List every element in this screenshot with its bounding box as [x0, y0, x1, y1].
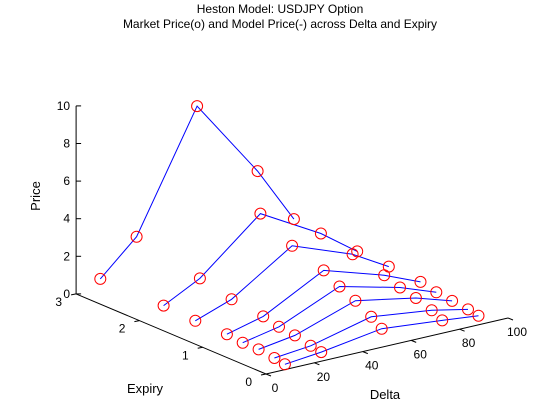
x-tick-mark — [362, 351, 368, 355]
market-markers-layer — [94, 100, 485, 371]
x-tick-mark — [459, 328, 465, 332]
market-price-marker — [288, 329, 301, 342]
market-price-marker — [304, 339, 317, 352]
market-price-marker — [317, 264, 330, 277]
x-axis-label: Delta — [370, 387, 401, 402]
market-price-marker — [193, 272, 206, 285]
market-price-marker — [278, 358, 291, 371]
y-tick-label: 1 — [182, 348, 189, 362]
z-tick-label: 6 — [63, 174, 70, 188]
z-tick-label: 4 — [63, 212, 70, 226]
market-price-marker — [394, 281, 406, 294]
x-tick-label: 20 — [317, 370, 331, 384]
y-tick-mark — [134, 320, 140, 323]
model-price-line — [195, 245, 389, 322]
y-tick-label: 3 — [55, 295, 62, 309]
y-tick-mark — [197, 346, 203, 349]
market-price-marker — [130, 230, 143, 243]
x-tick-label: 40 — [365, 359, 379, 373]
model-price-line — [258, 297, 453, 350]
model-price-line — [99, 105, 295, 280]
x-tick-mark — [314, 362, 320, 366]
market-price-marker — [236, 336, 249, 349]
market-price-marker — [257, 310, 270, 323]
x-tick-label: 0 — [272, 381, 279, 395]
x-tick-label: 80 — [462, 336, 476, 350]
market-price-marker — [286, 239, 299, 252]
market-price-marker — [268, 352, 281, 364]
market-price-marker — [191, 100, 204, 113]
market-price-marker — [273, 320, 285, 333]
y-axis-line — [75, 293, 267, 375]
market-price-marker — [225, 293, 238, 306]
market-price-marker — [333, 280, 346, 293]
x-tick-label: 60 — [414, 347, 428, 361]
x-tick-label: 100 — [507, 325, 527, 339]
market-price-marker — [378, 269, 391, 282]
market-price-marker — [472, 309, 485, 322]
market-price-marker — [349, 294, 362, 307]
market-price-marker — [252, 343, 265, 356]
market-price-marker — [346, 248, 359, 261]
market-price-marker — [94, 272, 107, 285]
z-axis-label: Price — [28, 181, 43, 211]
y-tick-label: 0 — [245, 375, 252, 389]
market-price-marker — [315, 346, 328, 359]
model-price-line — [163, 213, 358, 307]
z-tick-label: 2 — [63, 249, 70, 263]
x-tick-mark — [507, 317, 514, 321]
model-price-line — [274, 308, 469, 359]
x-tick-mark — [265, 373, 272, 377]
y-tick-mark — [260, 373, 267, 376]
z-tick-label: 10 — [57, 99, 71, 113]
model-price-line — [226, 269, 421, 335]
market-price-marker — [365, 310, 378, 323]
market-price-marker — [414, 275, 427, 288]
model-price-line — [284, 315, 479, 365]
z-tick-label: 8 — [63, 137, 70, 151]
market-price-marker — [436, 314, 449, 327]
chart-title: Heston Model: USDJPY Option — [196, 2, 364, 16]
market-price-marker — [287, 213, 300, 226]
chart-subtitle: Market Price(o) and Model Price(-) acros… — [122, 17, 438, 31]
market-price-marker — [409, 292, 422, 304]
y-tick-label: 2 — [119, 322, 126, 336]
y-axis-label: Expiry — [127, 381, 164, 396]
market-price-marker — [220, 328, 233, 341]
market-price-marker — [157, 299, 170, 312]
market-price-marker — [462, 303, 474, 316]
market-price-marker — [251, 165, 264, 178]
model-lines-layer — [99, 105, 479, 365]
x-axis-line — [265, 317, 509, 375]
market-price-marker — [254, 207, 267, 220]
market-price-marker — [375, 322, 388, 335]
market-price-marker — [430, 286, 443, 299]
market-price-marker — [314, 227, 327, 240]
z-tick-label: 0 — [63, 287, 70, 301]
model-price-line — [242, 285, 437, 344]
y-tick-mark — [71, 293, 77, 296]
x-tick-mark — [411, 339, 417, 343]
market-price-marker — [189, 314, 202, 327]
market-price-marker — [446, 294, 459, 307]
market-price-marker — [425, 304, 438, 317]
